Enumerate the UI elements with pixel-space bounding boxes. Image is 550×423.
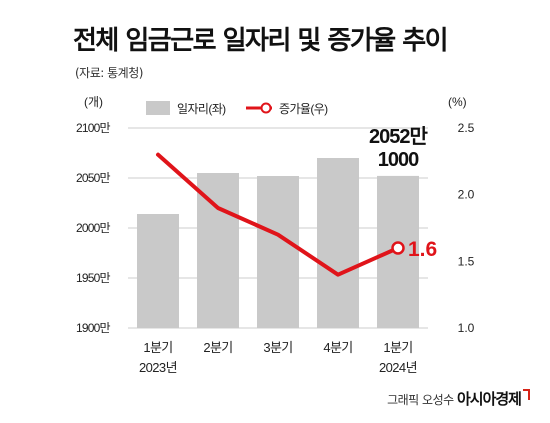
right-tick-label: 2.0 (458, 188, 475, 202)
right-tick-label: 1.0 (458, 321, 475, 335)
category-year-label: 2023년 (139, 360, 177, 375)
category-year-label: 2024년 (379, 360, 417, 375)
left-tick-label: 2000만 (76, 221, 110, 235)
category-label: 2분기 (203, 340, 232, 355)
chart-source: (자료: 통계청) (75, 66, 143, 80)
legend-bar-label: 일자리(좌) (177, 102, 226, 116)
graphic-credit: 그래픽 오성수 아시아경제 (387, 388, 530, 409)
credit-author: 그래픽 오성수 (387, 393, 454, 407)
category-label: 1분기 (383, 340, 412, 355)
bar-value-label: 2052만 (369, 125, 428, 148)
legend-line-marker (260, 102, 272, 114)
line-value-label: 1.6 (408, 238, 437, 261)
brand-mark-icon (523, 389, 530, 400)
legend-line-label: 증가율(우) (279, 102, 328, 116)
right-tick-label: 2.5 (458, 121, 475, 135)
growth-rate-line (156, 152, 400, 277)
legend-box (138, 96, 348, 120)
bar (197, 173, 239, 328)
bar-value-label: 1000 (378, 149, 419, 171)
left-tick-label: 1950만 (76, 271, 110, 285)
category-label: 3분기 (263, 340, 292, 355)
right-tick-label: 1.5 (458, 254, 475, 268)
bar (257, 176, 299, 328)
legend-bar-swatch (146, 101, 170, 115)
left-tick-label: 2050만 (76, 171, 110, 185)
bar (137, 214, 179, 328)
left-tick-label: 1900만 (76, 321, 110, 335)
left-tick-label: 2100만 (76, 121, 110, 135)
bar (317, 158, 359, 328)
growth-rate-point (391, 241, 405, 255)
credit-brand: 아시아경제 (456, 390, 522, 408)
left-axis-unit: (개) (84, 95, 103, 109)
chart-title: 전체 임금근로 일자리 및 증가율 추이 (73, 26, 449, 56)
category-label: 4분기 (323, 340, 352, 355)
category-label: 1분기 (143, 340, 172, 355)
right-axis-unit: (%) (448, 95, 467, 109)
